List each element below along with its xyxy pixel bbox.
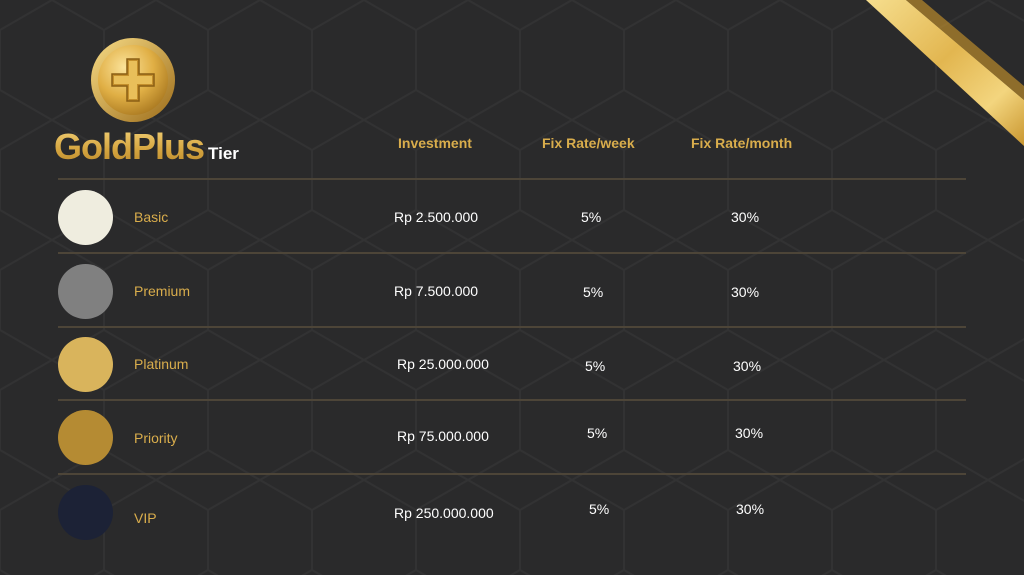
weekly-rate-priority: 5%: [587, 425, 608, 441]
monthly-rate-vip: 30%: [736, 501, 765, 517]
monthly-rate-premium: 30%: [731, 284, 760, 300]
brand-plus-text: Plus: [131, 126, 205, 167]
investment-basic: Rp 2.500.000: [394, 209, 479, 225]
row-divider: [58, 473, 966, 475]
monthly-rate-basic: 30%: [731, 209, 760, 225]
investment-priority: Rp 75.000.000: [397, 428, 489, 444]
header-fix-rate-month: Fix Rate/month: [691, 135, 793, 151]
gold-coin-plus-icon: [91, 38, 175, 122]
tier-color-swatch-premium: [58, 264, 113, 319]
row-divider: [58, 326, 966, 328]
tier-name-priority: Priority: [134, 430, 178, 446]
brand-gold-text: Gold: [54, 126, 133, 167]
tier-name-platinum: Platinum: [134, 356, 189, 372]
row-divider: [58, 252, 966, 254]
weekly-rate-platinum: 5%: [585, 358, 606, 374]
monthly-rate-platinum: 30%: [733, 358, 762, 374]
weekly-rate-vip: 5%: [589, 501, 610, 517]
tier-name-premium: Premium: [134, 283, 191, 299]
tier-color-swatch-priority: [58, 410, 113, 465]
header-fix-rate-week: Fix Rate/week: [542, 135, 635, 151]
weekly-rate-basic: 5%: [581, 209, 602, 225]
weekly-rate-premium: 5%: [583, 284, 604, 300]
tier-color-swatch-basic: [58, 190, 113, 245]
tier-name-vip: VIP: [134, 510, 157, 526]
tier-color-swatch-vip: [58, 485, 113, 540]
investment-vip: Rp 250.000.000: [394, 505, 494, 521]
row-divider: [58, 399, 966, 401]
brand-tier-text: Tier: [208, 144, 239, 163]
investment-platinum: Rp 25.000.000: [397, 356, 489, 372]
tier-color-swatch-platinum: [58, 337, 113, 392]
tier-name-basic: Basic: [134, 209, 169, 225]
header-investment: Investment: [398, 135, 472, 151]
investment-premium: Rp 7.500.000: [394, 283, 479, 299]
brand-title: Gold Plus Tier: [54, 126, 239, 167]
row-divider: [58, 178, 966, 180]
monthly-rate-priority: 30%: [735, 425, 764, 441]
